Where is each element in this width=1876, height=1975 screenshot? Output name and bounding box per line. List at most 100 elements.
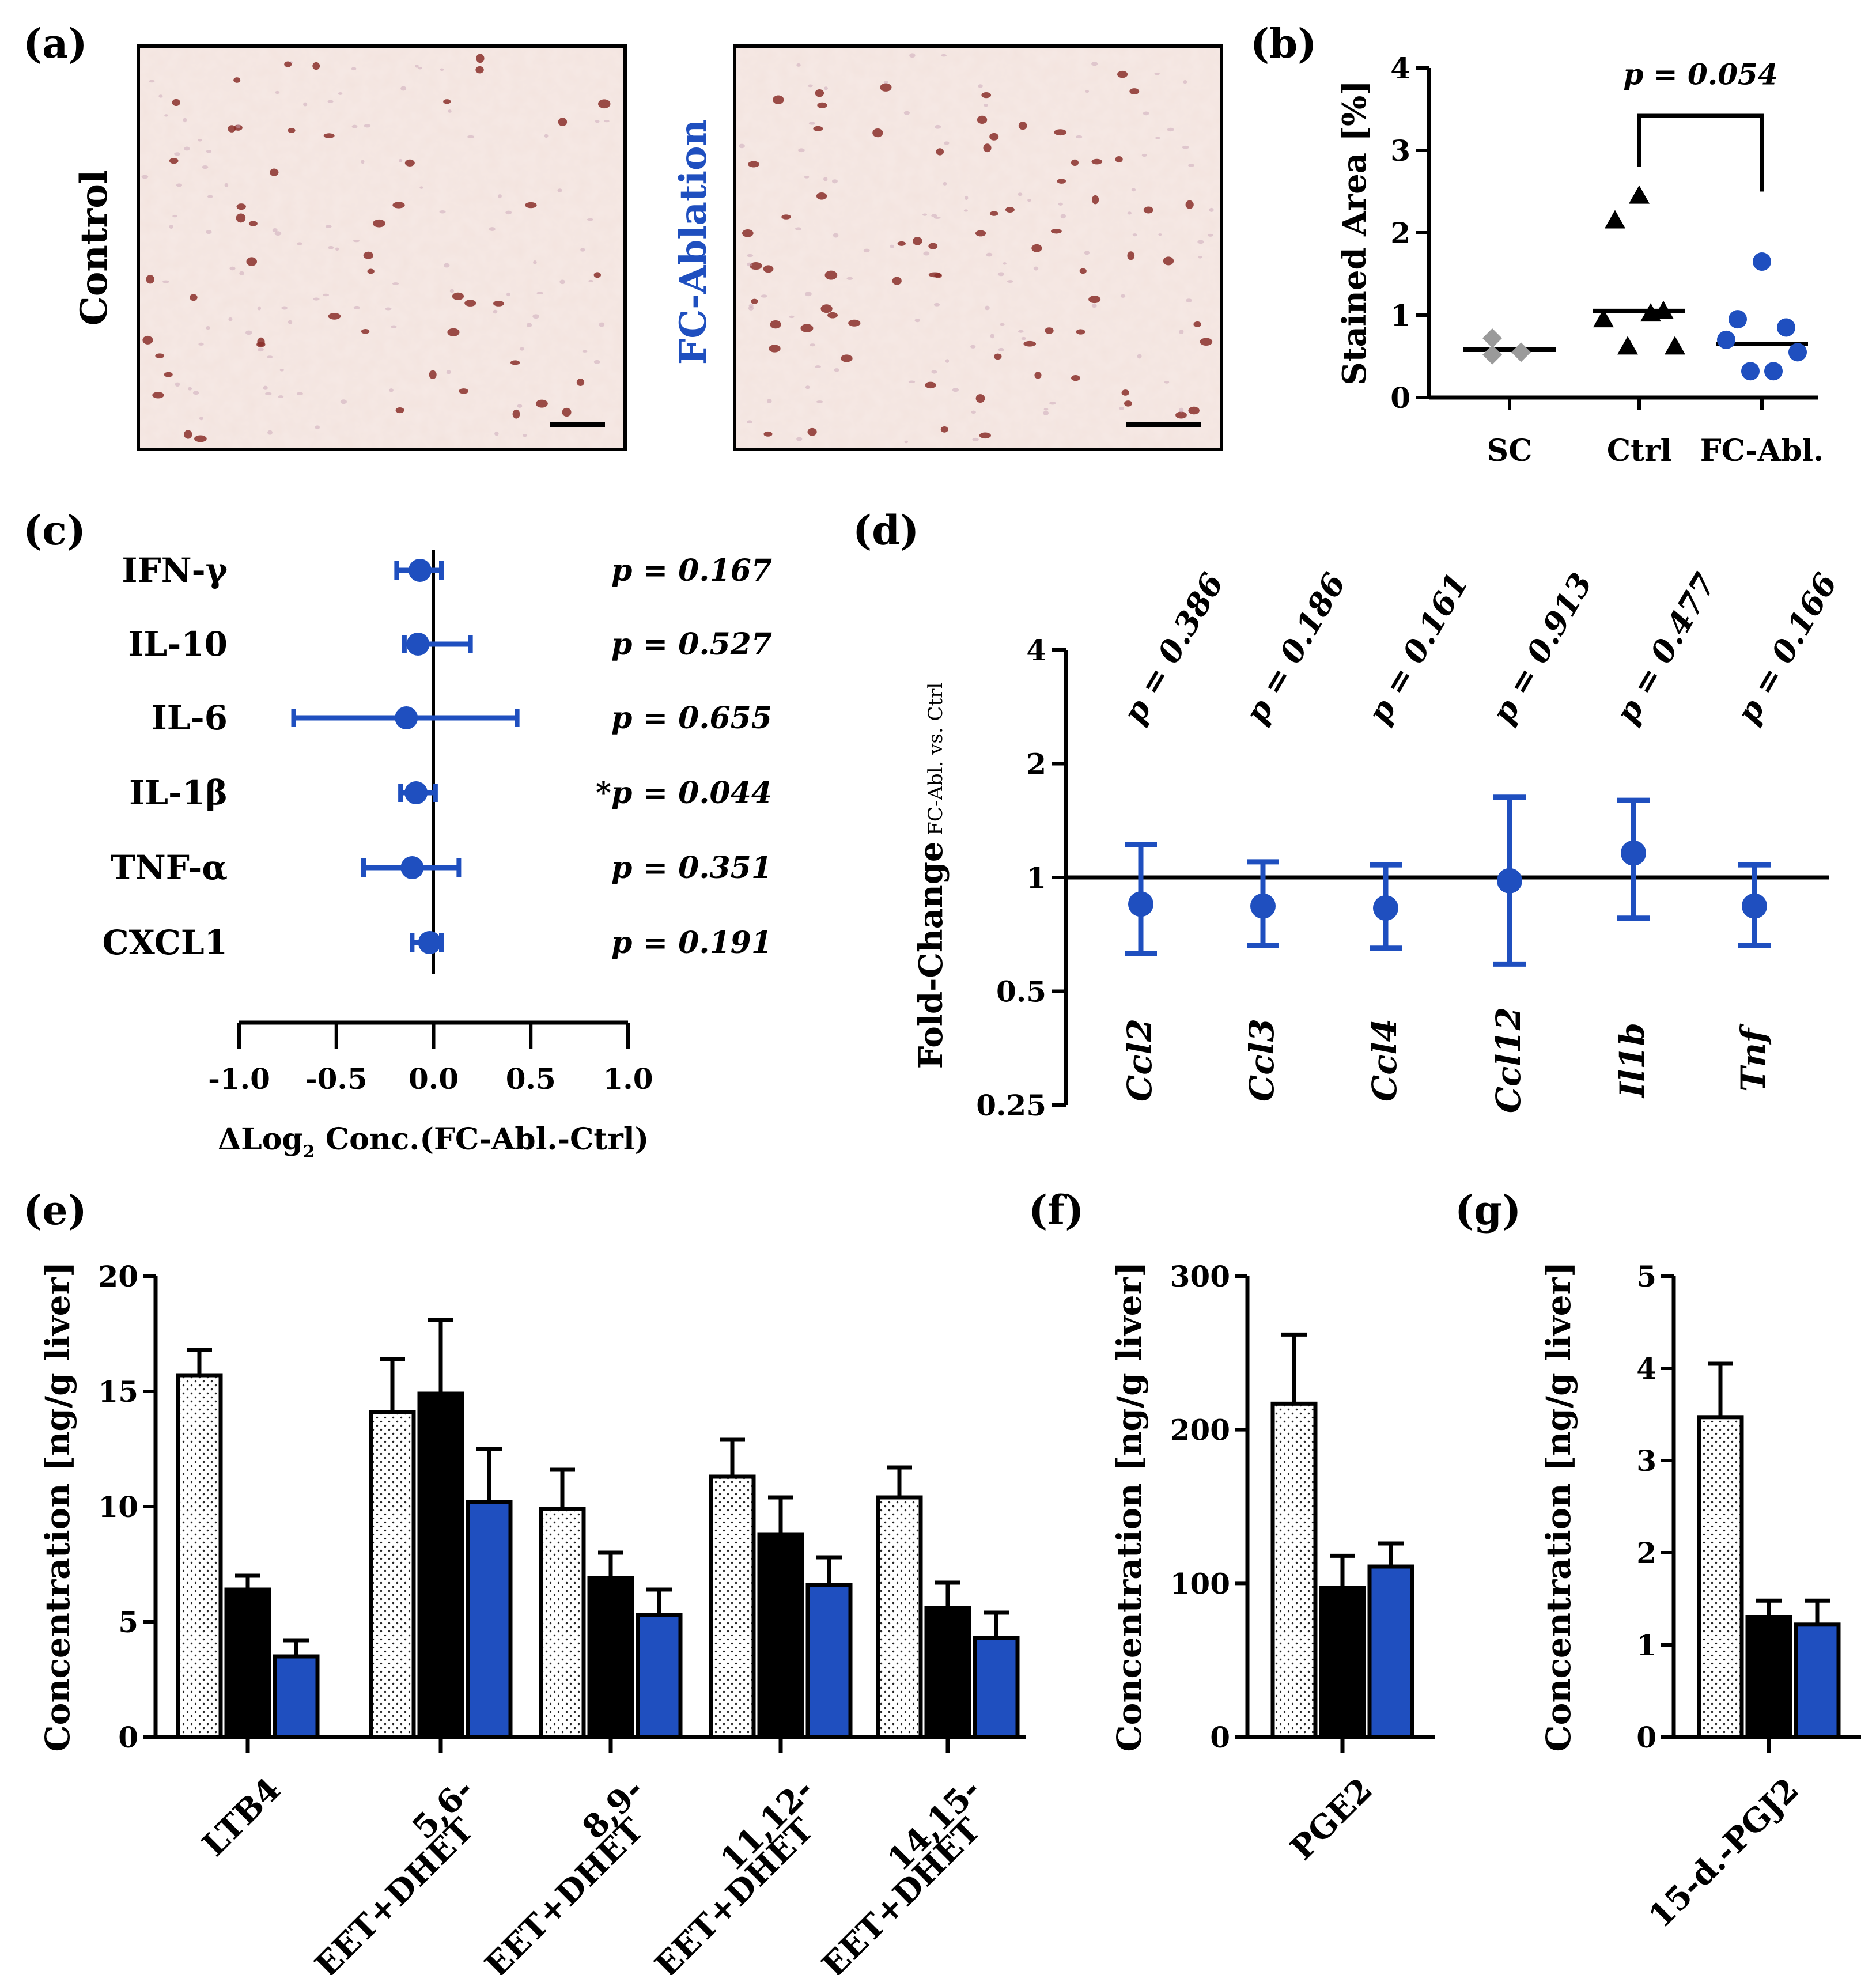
nucleus xyxy=(928,272,941,278)
bar-Ctrl xyxy=(587,1576,634,1739)
nucleus xyxy=(417,67,422,70)
nucleus xyxy=(328,313,341,320)
nucleus xyxy=(750,262,762,270)
row-label: TNF-α xyxy=(111,848,228,887)
nucleus xyxy=(1060,214,1066,219)
p-value-label: p = 0.054 xyxy=(1623,58,1777,92)
nucleus xyxy=(1179,407,1184,413)
nucleus xyxy=(449,289,454,293)
nucleus xyxy=(1127,211,1132,215)
nucleus xyxy=(385,307,392,311)
nucleus xyxy=(923,251,930,256)
category-label: LTB4 xyxy=(195,1770,288,1864)
x-tick-label: -0.5 xyxy=(305,1062,368,1096)
nucleus xyxy=(1054,129,1067,136)
nucleus xyxy=(459,388,469,394)
nucleus xyxy=(246,257,258,266)
nucleus xyxy=(1163,256,1174,266)
p-value-label: p = 0.386 xyxy=(1115,567,1231,730)
p-value-label: p = 0.477 xyxy=(1608,567,1723,730)
nucleus xyxy=(281,306,288,310)
panel-label-c: (c) xyxy=(23,506,86,554)
nucleus xyxy=(404,159,415,167)
panel-label-f: (f) xyxy=(1028,1186,1084,1234)
nucleus xyxy=(1023,340,1037,347)
nucleus xyxy=(890,244,894,248)
nucleus xyxy=(834,368,839,372)
nucleus xyxy=(1031,244,1042,252)
nucleus xyxy=(236,203,246,210)
nucleus xyxy=(912,237,922,245)
nucleus xyxy=(1164,380,1170,384)
nucleus xyxy=(576,379,585,387)
bar-SC xyxy=(1270,1401,1318,1739)
nucleus xyxy=(773,95,784,104)
x-tick-label: 0.5 xyxy=(506,1062,556,1096)
nucleus xyxy=(1033,266,1039,271)
nucleus xyxy=(239,271,244,275)
bar-SC xyxy=(1697,1415,1744,1739)
nucleus xyxy=(897,241,906,246)
nucleus xyxy=(796,63,801,67)
nucleus xyxy=(206,326,210,330)
nucleus xyxy=(248,221,258,226)
y-tick-label: 2 xyxy=(1390,216,1410,250)
nucleus xyxy=(804,176,810,179)
nucleus xyxy=(908,380,916,383)
nucleus xyxy=(183,118,187,123)
bar-FC-Abl. xyxy=(466,1500,513,1739)
nucleus xyxy=(236,213,246,223)
nucleus xyxy=(272,228,278,232)
y-tick-label: 200 xyxy=(1170,1413,1230,1447)
mean-point xyxy=(408,559,432,582)
nucleus xyxy=(823,177,828,181)
nucleus xyxy=(257,306,262,311)
nucleus xyxy=(519,347,525,351)
panel-label-g: (g) xyxy=(1455,1186,1521,1234)
nucleus xyxy=(464,300,476,307)
nucleus xyxy=(525,202,537,209)
mean-point xyxy=(1742,893,1767,919)
nucleus xyxy=(198,342,204,346)
nucleus xyxy=(1085,90,1090,93)
nucleus xyxy=(245,330,252,335)
nucleus xyxy=(1003,262,1007,265)
nucleus xyxy=(770,320,781,329)
y-tick-label: 4 xyxy=(1026,633,1046,667)
nucleus xyxy=(494,431,499,436)
nucleus xyxy=(517,404,523,408)
y-tick-label: 15 xyxy=(98,1375,138,1409)
micrograph-fc-ablation xyxy=(733,44,1223,451)
nucleus xyxy=(1193,321,1201,327)
data-point xyxy=(1511,342,1531,362)
mean-point xyxy=(418,931,441,954)
mean-point xyxy=(1128,891,1153,917)
bar-FC-Abl. xyxy=(636,1613,683,1739)
nucleus xyxy=(361,160,365,164)
row-label: IL-10 xyxy=(128,625,228,664)
nucleus xyxy=(1186,298,1192,302)
nucleus xyxy=(981,92,992,99)
nucleus xyxy=(448,109,452,113)
nucleus xyxy=(931,214,937,218)
p-value-label: p = 0.351 xyxy=(611,850,772,886)
nucleus xyxy=(323,133,335,138)
gene-label: Ccl12 xyxy=(1489,1007,1528,1113)
data-point xyxy=(1482,345,1502,365)
nucleus xyxy=(1188,163,1194,167)
nucleus xyxy=(278,395,284,399)
nucleus xyxy=(1115,156,1123,163)
nucleus xyxy=(815,89,824,97)
nucleus xyxy=(489,227,496,231)
nucleus xyxy=(523,434,527,437)
nucleus xyxy=(162,280,169,283)
nucleus xyxy=(1120,294,1126,298)
panel-label-b: (b) xyxy=(1250,20,1317,67)
nucleus xyxy=(1141,153,1147,157)
y-tick-label: 0 xyxy=(1210,1720,1230,1754)
nucleus xyxy=(1045,327,1054,334)
nucleus xyxy=(970,345,976,349)
y-axis-label-main: Fold-Change xyxy=(912,842,950,1069)
nucleus xyxy=(846,277,853,280)
nucleus xyxy=(1076,329,1085,335)
